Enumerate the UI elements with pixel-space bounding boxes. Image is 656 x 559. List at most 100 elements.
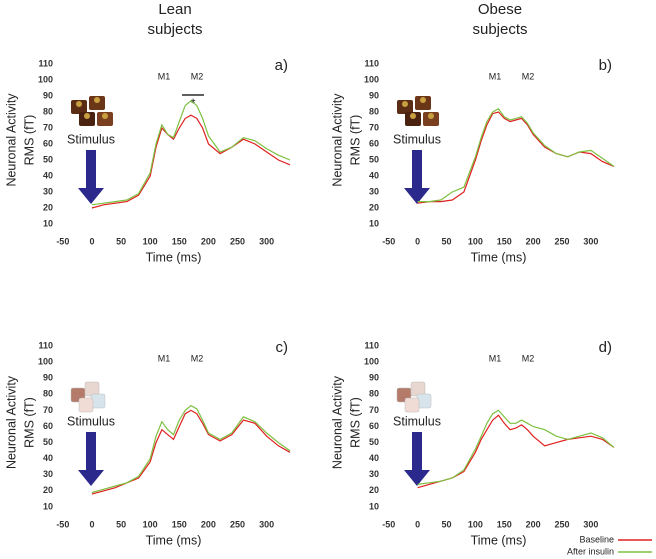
y-tick-label: 10	[43, 501, 53, 511]
y-tick-label: 30	[369, 186, 379, 196]
y-axis-label: RMS (fT)	[22, 115, 36, 166]
data-line	[417, 414, 615, 489]
x-tick-label: 0	[89, 236, 94, 246]
peak-label: M2	[191, 353, 204, 363]
panel-label: c)	[276, 339, 289, 356]
stimulus-icon	[402, 101, 408, 107]
y-tick-label: 10	[369, 218, 379, 228]
stimulus-icon	[84, 113, 90, 119]
x-tick-label: 100	[143, 236, 158, 246]
peak-label: M2	[191, 71, 204, 81]
stimulus-label: Stimulus	[393, 132, 441, 146]
y-tick-label: 110	[364, 340, 379, 350]
data-line	[91, 409, 291, 495]
y-tick-label: 60	[369, 421, 379, 431]
x-tick-label: 250	[555, 236, 570, 246]
x-tick-label: 300	[583, 519, 598, 529]
y-tick-label: 10	[43, 218, 53, 228]
stimulus-icon	[78, 397, 94, 413]
stimulus-label: Stimulus	[393, 414, 441, 428]
x-axis-label: Time (ms)	[146, 250, 202, 264]
stimulus-icon	[420, 97, 426, 103]
column-title: subjects	[472, 21, 527, 38]
y-tick-label: 50	[369, 437, 379, 447]
y-tick-label: 60	[43, 138, 53, 148]
y-tick-label: 50	[369, 154, 379, 164]
x-tick-label: 100	[468, 519, 483, 529]
y-tick-label: 40	[369, 453, 379, 463]
peak-label: M1	[158, 353, 171, 363]
y-tick-label: 20	[43, 202, 53, 212]
y-tick-label: 80	[43, 389, 53, 399]
y-tick-label: 90	[43, 90, 53, 100]
x-tick-label: 50	[442, 236, 452, 246]
y-tick-label: 20	[43, 485, 53, 495]
y-tick-label: 40	[369, 170, 379, 180]
x-axis-label: Time (ms)	[471, 250, 527, 264]
stimulus-icon	[410, 113, 416, 119]
y-tick-label: 90	[43, 373, 53, 383]
y-tick-label: 80	[369, 389, 379, 399]
x-tick-label: 50	[116, 236, 126, 246]
x-axis-label: Time (ms)	[471, 533, 527, 547]
stimulus-label: Stimulus	[67, 414, 115, 428]
data-line	[91, 100, 291, 206]
y-axis-label: Neuronal Activity	[4, 93, 18, 187]
y-tick-label: 100	[38, 74, 53, 84]
y-tick-label: 110	[38, 58, 53, 68]
stimulus-icon	[76, 101, 82, 107]
y-tick-label: 30	[369, 469, 379, 479]
y-axis-label: Neuronal Activity	[330, 375, 344, 469]
y-tick-label: 10	[369, 501, 379, 511]
x-tick-label: 100	[143, 519, 158, 529]
stimulus-icon	[94, 97, 100, 103]
column-title: Lean	[158, 1, 191, 18]
y-tick-label: 40	[43, 453, 53, 463]
y-tick-label: 30	[43, 186, 53, 196]
x-tick-label: 0	[415, 519, 420, 529]
y-tick-label: 40	[43, 170, 53, 180]
y-tick-label: 30	[43, 469, 53, 479]
x-tick-label: 200	[526, 519, 541, 529]
y-axis-label: RMS (fT)	[22, 397, 36, 448]
y-tick-label: 70	[369, 122, 379, 132]
peak-label: M1	[489, 353, 502, 363]
data-line	[91, 404, 291, 494]
x-tick-label: 50	[442, 519, 452, 529]
x-tick-label: 250	[230, 236, 245, 246]
column-title: subjects	[147, 21, 202, 38]
data-line	[417, 409, 615, 485]
x-tick-label: -50	[382, 236, 395, 246]
x-tick-label: -50	[56, 236, 69, 246]
y-tick-label: 110	[38, 340, 53, 350]
y-tick-label: 80	[43, 106, 53, 116]
x-tick-label: 250	[230, 519, 245, 529]
data-line	[417, 111, 615, 204]
y-tick-label: 60	[43, 421, 53, 431]
y-tick-label: 70	[369, 405, 379, 415]
x-tick-label: -50	[56, 519, 69, 529]
y-tick-label: 20	[369, 202, 379, 212]
x-tick-label: 150	[172, 519, 187, 529]
x-tick-label: 300	[583, 236, 598, 246]
y-tick-label: 70	[43, 405, 53, 415]
y-axis-label: RMS (fT)	[348, 397, 362, 448]
y-tick-label: 50	[43, 154, 53, 164]
x-tick-label: 300	[259, 236, 274, 246]
y-tick-label: 100	[364, 357, 379, 367]
x-tick-label: 250	[555, 519, 570, 529]
x-tick-label: 150	[497, 236, 512, 246]
x-tick-label: 0	[415, 236, 420, 246]
y-tick-label: 20	[369, 485, 379, 495]
stimulus-label: Stimulus	[67, 132, 115, 146]
stimulus-arrow	[404, 432, 430, 486]
y-axis-label: Neuronal Activity	[4, 375, 18, 469]
x-tick-label: 100	[468, 236, 483, 246]
x-tick-label: 150	[172, 236, 187, 246]
peak-label: M1	[489, 71, 502, 81]
y-tick-label: 50	[43, 437, 53, 447]
y-axis-label: RMS (fT)	[348, 115, 362, 166]
y-tick-label: 70	[43, 122, 53, 132]
x-tick-label: 200	[201, 236, 216, 246]
